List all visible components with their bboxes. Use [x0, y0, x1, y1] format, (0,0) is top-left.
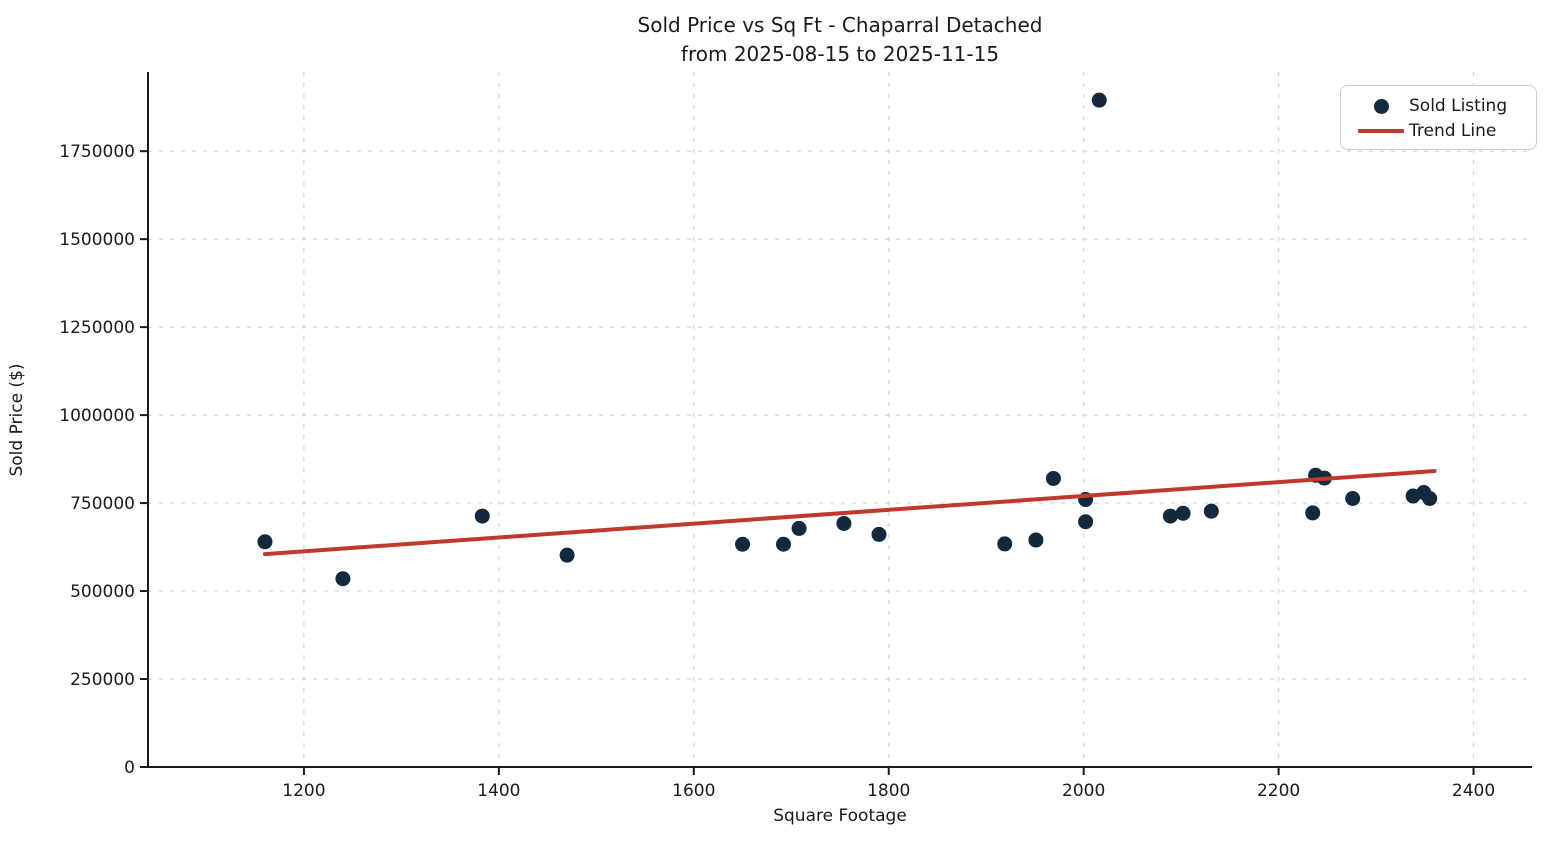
y-tick-label: 750000 [70, 494, 135, 514]
scatter-point [1078, 514, 1094, 530]
legend-marker-column [1353, 98, 1409, 114]
scatter-point [1422, 491, 1438, 507]
y-tick-label: 1250000 [59, 318, 135, 338]
x-tick-label: 2000 [1062, 781, 1105, 801]
x-tick-label: 1800 [867, 781, 910, 801]
legend-item-trend-line: Trend Line [1353, 119, 1526, 143]
scatter-point [997, 536, 1013, 552]
scatter-point [1345, 491, 1361, 507]
scatter-point [1045, 470, 1061, 486]
legend: Sold Listing Trend Line [1340, 85, 1537, 150]
x-axis-label: Square Footage [773, 806, 907, 826]
y-tick-label: 1500000 [59, 230, 135, 250]
scatter-point [1028, 532, 1044, 548]
sold-listing-dot-icon [1373, 98, 1389, 114]
legend-label-trend-line: Trend Line [1409, 121, 1497, 141]
trend-line-swatch-icon [1358, 129, 1404, 133]
y-tick-label: 1750000 [59, 142, 135, 162]
trend-line [262, 469, 1437, 557]
y-tick-label: 0 [124, 758, 135, 778]
scatter-point [871, 526, 887, 542]
x-tick-label: 1200 [282, 781, 325, 801]
chart-title: Sold Price vs Sq Ft - Chaparral Detached… [148, 11, 1532, 69]
scatter-point [836, 515, 852, 531]
chart-title-line1: Sold Price vs Sq Ft - Chaparral Detached [637, 13, 1043, 37]
legend-label-sold-listing: Sold Listing [1409, 96, 1508, 116]
scatter-point [1091, 92, 1107, 108]
x-tick-label: 2200 [1257, 781, 1300, 801]
scatter-point [735, 536, 751, 552]
scatter-point [791, 520, 807, 536]
scatter-point [775, 536, 791, 552]
scatter-point [257, 534, 273, 550]
y-tick-label: 1000000 [59, 406, 135, 426]
scatter-point [1162, 508, 1178, 524]
scatter-point [1175, 505, 1191, 521]
y-tick-label: 250000 [70, 670, 135, 690]
legend-marker-column [1353, 129, 1409, 133]
chart-title-line2: from 2025-08-15 to 2025-11-15 [680, 42, 1000, 66]
scatter-point [1305, 505, 1321, 521]
x-tick-label: 2400 [1452, 781, 1495, 801]
x-tick-label: 1400 [477, 781, 520, 801]
scatter-point [474, 508, 490, 524]
legend-item-sold-listing: Sold Listing [1353, 94, 1526, 118]
scatter-point [1203, 503, 1219, 519]
y-tick-label: 500000 [70, 582, 135, 602]
scatter-point [335, 571, 351, 587]
y-axis-label: Sold Price ($) [7, 363, 27, 477]
scatter-point [559, 547, 575, 563]
x-tick-label: 1600 [672, 781, 715, 801]
